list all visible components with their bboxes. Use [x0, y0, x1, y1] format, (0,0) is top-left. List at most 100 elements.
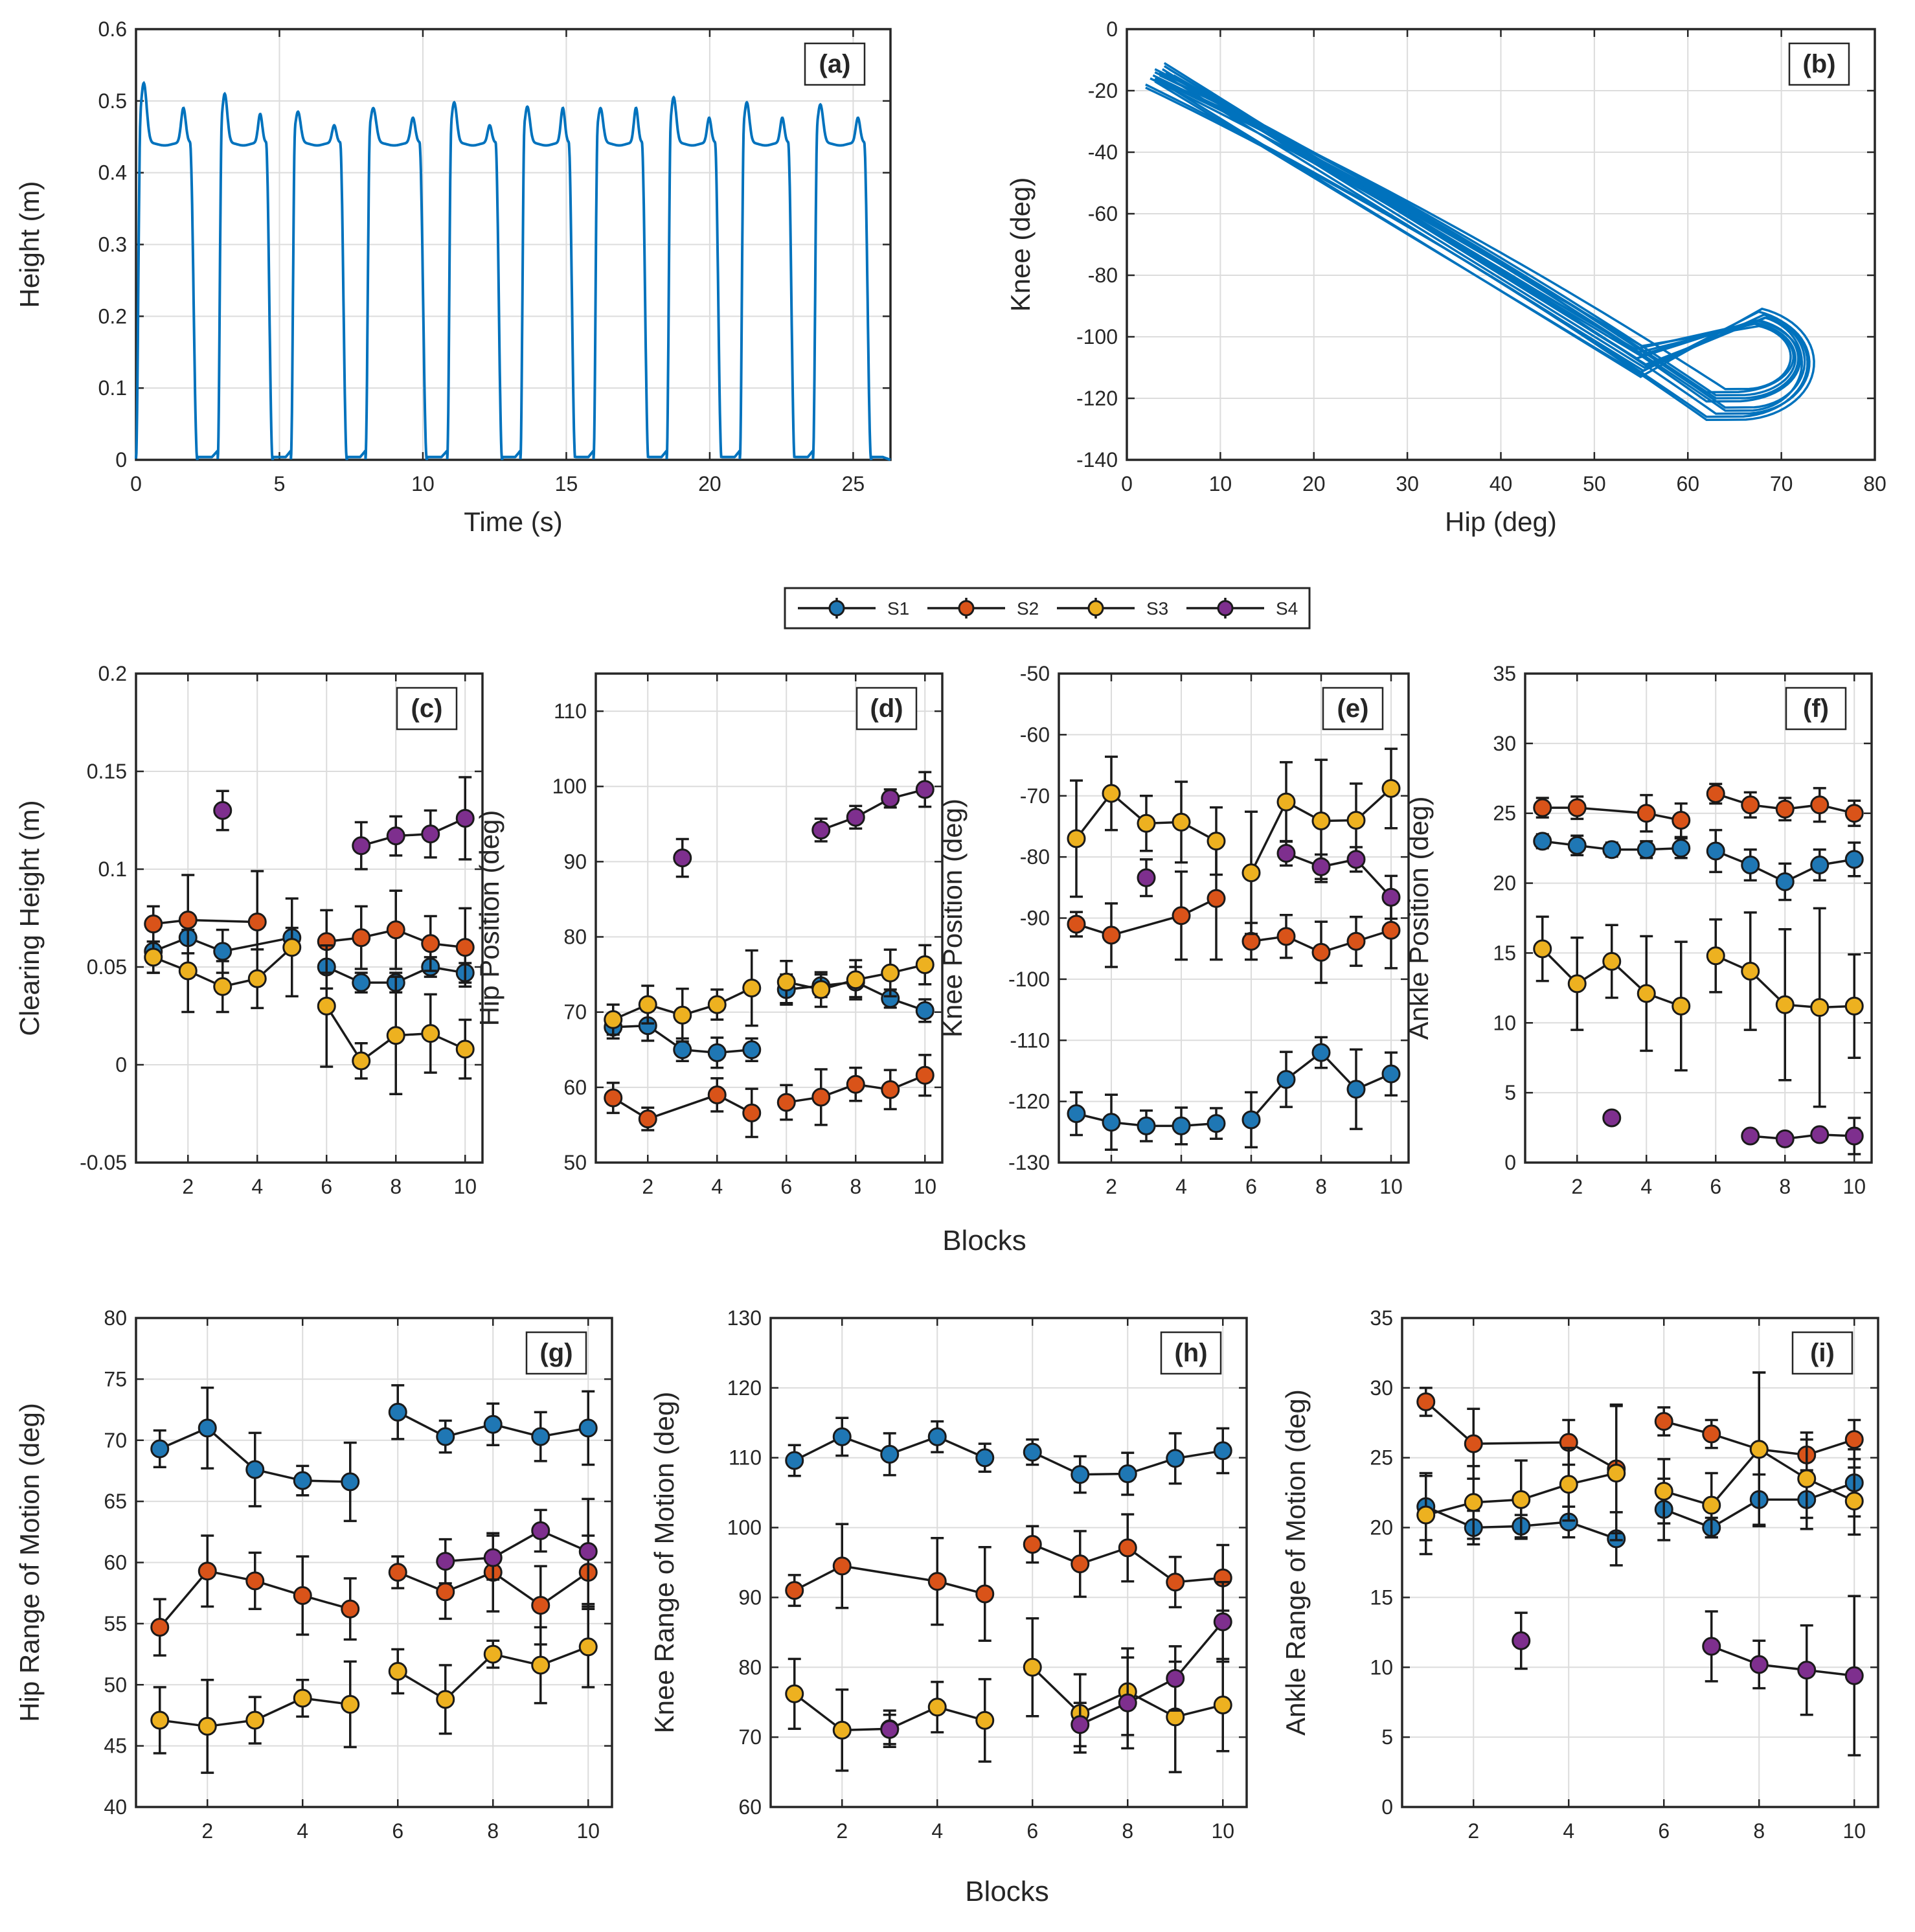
series-line-s3	[1075, 792, 1113, 839]
y-tick-label: 20	[1370, 1516, 1393, 1540]
axes-frame	[1524, 672, 1873, 1164]
point-s1	[1207, 1114, 1226, 1133]
x-tick-label: 4	[931, 1819, 943, 1843]
point-s2	[293, 1585, 312, 1605]
point-s3	[1102, 784, 1121, 803]
panel-label: (e)	[1337, 694, 1369, 723]
x-tick-label: 0	[1121, 472, 1133, 495]
panel-g: 2 4 6 8 10 40 45 50 55 60 65 70 75 80 Hip Range of Mot…	[14, 1306, 613, 1843]
point-s2	[638, 1109, 657, 1129]
point-s1	[1567, 835, 1587, 855]
point-s3	[1775, 995, 1795, 1014]
y-tick-label: 50	[563, 1151, 587, 1174]
point-s3	[785, 1684, 804, 1703]
point-s4	[421, 824, 440, 844]
point-s2	[1118, 1538, 1137, 1558]
panel-label: (f)	[1803, 694, 1829, 723]
series-line-s2	[1577, 806, 1647, 815]
y-tick-label: -90	[1020, 907, 1050, 930]
point-s1	[1172, 1116, 1191, 1135]
x-tick-label: 10	[913, 1175, 936, 1198]
x-tick-label: 2	[1105, 1175, 1117, 1198]
y-tick-label: 10	[1370, 1655, 1393, 1679]
point-s2	[1741, 795, 1760, 815]
series-line-s2	[159, 1570, 209, 1628]
x-tick-label: 8	[487, 1819, 499, 1843]
point-s3	[198, 1716, 217, 1736]
y-tick-label: 15	[1493, 941, 1516, 964]
y-tick-label: 60	[563, 1076, 587, 1099]
point-s1	[880, 1444, 900, 1464]
point-s3	[1346, 811, 1366, 830]
series-line-s3	[325, 1005, 363, 1062]
point-s2	[1311, 942, 1331, 962]
point-s3	[317, 996, 336, 1016]
point-s3	[245, 1710, 265, 1730]
point-s2	[352, 928, 371, 948]
blocks-xlabel-top: Blocks	[942, 1225, 1026, 1256]
y-tick-label: 120	[727, 1376, 762, 1400]
x-tick-label: 10	[1842, 1175, 1866, 1198]
y-tick-label: 0	[115, 1053, 127, 1076]
series-line-s3	[1710, 1448, 1760, 1506]
series-line-s2	[841, 1565, 938, 1583]
x-tick-label: 40	[1490, 472, 1513, 495]
x-tick-label: 80	[1863, 472, 1887, 495]
point-s4	[1137, 868, 1156, 887]
legend-label-s4: S4	[1276, 598, 1298, 619]
point-s3	[1381, 778, 1401, 798]
x-tick-label: 6	[1245, 1175, 1257, 1198]
x-tick-label: 5	[274, 472, 286, 495]
legend: S1 S2 S3 S4	[784, 587, 1311, 630]
point-s3	[1276, 792, 1296, 812]
point-s3	[247, 969, 267, 988]
x-tick-label: 2	[1467, 1819, 1479, 1843]
panel-f: 2 4 6 8 10 0 5 10 15 20 25 30 35 Ankle Position (deg)…	[1403, 662, 1873, 1198]
point-s1	[832, 1427, 852, 1446]
point-s2	[178, 911, 198, 930]
point-s1	[483, 1415, 503, 1434]
point-s4	[1844, 1666, 1864, 1685]
series-line-s1	[207, 1427, 256, 1471]
point-s4	[1741, 1126, 1760, 1146]
point-s1	[352, 973, 371, 992]
point-s3	[1207, 832, 1226, 851]
point-s3	[1797, 1469, 1817, 1488]
panel-label-box	[396, 687, 458, 731]
point-s3	[293, 1688, 312, 1708]
y-tick-label: 0.1	[98, 376, 127, 400]
panel-label-box	[856, 687, 918, 731]
x-tick-label: 4	[251, 1175, 263, 1198]
point-s4	[881, 789, 900, 808]
series-line-s2	[1473, 1441, 1569, 1445]
y-tick-label: 0.1	[98, 858, 127, 881]
y-tick-label: -40	[1088, 141, 1118, 164]
point-s4	[673, 848, 692, 868]
y-tick-label: 40	[104, 1795, 127, 1819]
y-tick-label: 60	[738, 1795, 762, 1819]
y-tick-label: 90	[738, 1585, 762, 1609]
point-s3	[604, 1010, 623, 1029]
point-s1	[1276, 1070, 1296, 1089]
y-tick-label: 110	[554, 699, 587, 723]
y-tick-label: -20	[1088, 79, 1118, 102]
series-line-s4	[1174, 1621, 1224, 1679]
point-s1	[707, 1043, 727, 1062]
point-s3	[1241, 863, 1261, 883]
x-tick-label: 4	[1175, 1175, 1187, 1198]
y-tick-label: 0.05	[87, 955, 127, 979]
point-s4	[1775, 1129, 1795, 1148]
point-s1	[1533, 832, 1552, 851]
point-s2	[776, 1093, 796, 1112]
y-tick-label: 50	[104, 1673, 127, 1696]
point-s1	[341, 1472, 360, 1492]
point-s1	[1166, 1449, 1185, 1468]
axes-frame	[1126, 28, 1876, 461]
point-s3	[436, 1690, 455, 1709]
point-s3	[975, 1710, 995, 1730]
x-tick-label: 10	[1211, 1819, 1234, 1843]
x-tick-label: 4	[297, 1819, 308, 1843]
point-s3	[776, 972, 796, 992]
x-tick-label: 8	[390, 1175, 402, 1198]
